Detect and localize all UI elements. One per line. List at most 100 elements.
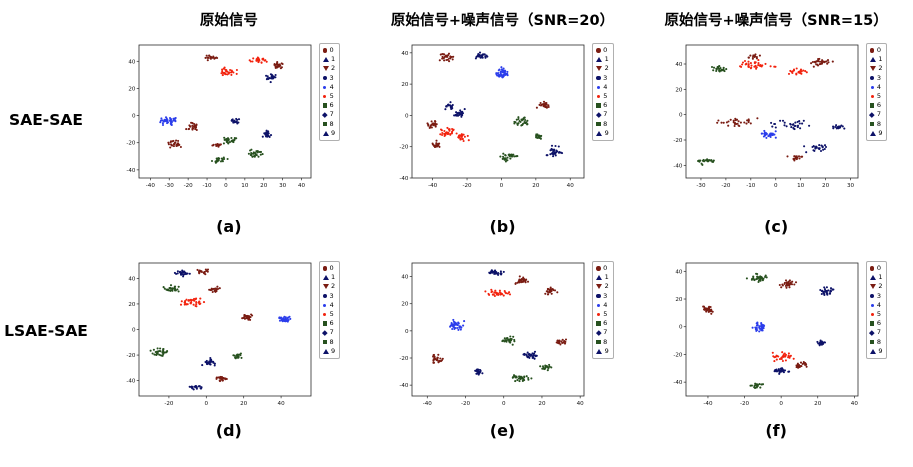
legend-item: 9 <box>596 129 609 137</box>
svg-text:40: 40 <box>577 401 585 407</box>
legend-label: 7 <box>329 110 334 119</box>
corner-spacer <box>0 4 92 34</box>
svg-text:40: 40 <box>567 183 575 189</box>
svg-text:0: 0 <box>405 113 409 119</box>
legend-marker-icon <box>869 293 875 299</box>
svg-text:30: 30 <box>279 183 287 189</box>
svg-text:-20: -20 <box>740 401 750 407</box>
svg-text:20: 20 <box>814 401 822 407</box>
svg-text:20: 20 <box>260 183 268 189</box>
legend-marker-icon <box>595 112 602 118</box>
svg-text:20: 20 <box>675 87 683 93</box>
legend-marker-icon <box>596 339 601 345</box>
row-label-lsae-sae: LSAE-SAE <box>4 322 88 340</box>
svg-text:-30: -30 <box>164 183 174 189</box>
svg-text:0: 0 <box>679 113 683 119</box>
legend-marker-icon <box>596 75 601 81</box>
legend-item: 5 <box>596 310 609 318</box>
svg-text:10: 10 <box>241 183 249 189</box>
subplot-label-d: (d) <box>215 421 242 440</box>
svg-text:-40: -40 <box>126 168 136 174</box>
subplot-label-c: (c) <box>764 217 789 236</box>
legend-label: 9 <box>878 128 883 137</box>
legend-label: 5 <box>603 91 608 100</box>
legend-label: 8 <box>329 337 334 346</box>
legend-item: 0 <box>322 265 336 272</box>
legend-item: 3 <box>596 73 609 82</box>
legend-item: 3 <box>869 74 883 82</box>
svg-text:40: 40 <box>402 51 410 57</box>
legend-label: 7 <box>329 328 334 337</box>
legend-marker-icon <box>596 103 601 108</box>
svg-text:0: 0 <box>204 401 208 407</box>
legend-item: 5 <box>596 91 609 100</box>
svg-text:-20: -20 <box>673 138 683 144</box>
legend-label: 3 <box>603 291 608 300</box>
subplot-label-a: (a) <box>216 217 242 236</box>
legend-item: 9 <box>596 347 609 355</box>
legend-label: 8 <box>876 119 881 128</box>
legend-label: 4 <box>603 82 608 91</box>
legend-label: 1 <box>604 273 609 282</box>
svg-text:-20: -20 <box>400 145 410 151</box>
legend-item: 2 <box>322 65 335 72</box>
legend-marker-icon <box>869 330 875 336</box>
legend-item: 0 <box>869 47 883 54</box>
svg-text:-20: -20 <box>183 183 193 189</box>
legend-marker-icon <box>322 275 329 281</box>
legend-marker-icon <box>596 275 603 281</box>
svg-text:20: 20 <box>822 183 830 189</box>
legend-marker-icon <box>596 303 600 307</box>
svg-text:-20: -20 <box>400 356 410 362</box>
legend-item: 5 <box>323 92 336 100</box>
legend-item: 8 <box>869 337 883 346</box>
legend-item: 7 <box>322 110 336 119</box>
legend-marker-icon <box>870 94 874 98</box>
legend-label: 0 <box>603 46 608 54</box>
svg-text:-20: -20 <box>721 183 731 189</box>
legend-marker-icon <box>869 348 876 354</box>
legend-marker-icon <box>869 75 875 81</box>
scatter-plot-d: -20 0 20 40 -40 -20 0 20 40 <box>117 258 316 410</box>
legend-item: 7 <box>595 111 609 118</box>
svg-text:20: 20 <box>128 302 136 308</box>
legend-marker-icon <box>596 57 603 63</box>
svg-text:10: 10 <box>797 183 805 189</box>
legend-item: 3 <box>322 74 336 82</box>
legend-item: 3 <box>596 291 609 300</box>
svg-text:0: 0 <box>131 328 135 334</box>
legend-marker-icon <box>322 284 329 290</box>
legend-label: 8 <box>329 119 334 128</box>
scatter-plot-f: -40 -20 0 20 40 -40 -20 0 20 40 <box>664 258 863 410</box>
legend-item: 9 <box>322 128 336 137</box>
legend-marker-icon <box>596 94 600 98</box>
legend-marker-icon <box>596 121 601 127</box>
legend-item: 1 <box>322 273 336 282</box>
legend-label: 6 <box>876 101 881 110</box>
legend-marker-icon <box>322 293 327 299</box>
legend-label: 1 <box>331 273 336 282</box>
svg-text:0: 0 <box>502 401 506 407</box>
legend-label: 4 <box>329 300 334 309</box>
legend-label: 8 <box>876 337 881 346</box>
legend-marker-icon <box>869 266 875 271</box>
legend-label: 2 <box>878 282 883 291</box>
subplot-label-e: (e) <box>489 421 516 440</box>
legend-label: 5 <box>329 309 334 318</box>
legend-label: 9 <box>331 128 336 137</box>
legend-label: 2 <box>331 282 336 291</box>
legend-item: 7 <box>322 328 336 337</box>
legend-item: 4 <box>596 82 609 91</box>
svg-text:20: 20 <box>532 183 540 189</box>
legend-item: 8 <box>322 337 336 346</box>
legend-item: 2 <box>596 65 609 72</box>
legend-item: 5 <box>323 309 336 318</box>
legend-marker-icon <box>869 57 876 63</box>
svg-text:-20: -20 <box>126 353 136 359</box>
legend-marker-icon <box>596 348 603 354</box>
legend-item: 2 <box>869 282 883 291</box>
legend-label: 3 <box>603 73 608 82</box>
